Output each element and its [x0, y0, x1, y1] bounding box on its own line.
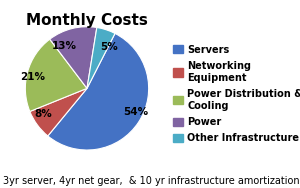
Legend: Servers, Networking
Equipment, Power Distribution &
Cooling, Power, Other Infras: Servers, Networking Equipment, Power Dis… [173, 45, 300, 143]
Text: 54%: 54% [123, 107, 148, 117]
Wedge shape [30, 88, 87, 136]
Text: 3yr server, 4yr net gear,  & 10 yr infrastructure amortization: 3yr server, 4yr net gear, & 10 yr infras… [3, 176, 300, 186]
Text: 21%: 21% [20, 72, 45, 82]
Wedge shape [87, 27, 115, 88]
Text: 5%: 5% [100, 42, 118, 52]
Wedge shape [48, 33, 149, 150]
Wedge shape [25, 39, 87, 111]
Wedge shape [50, 27, 97, 88]
Text: Monthly Costs: Monthly Costs [26, 13, 148, 28]
Text: 8%: 8% [34, 109, 52, 119]
Text: 13%: 13% [52, 42, 76, 52]
